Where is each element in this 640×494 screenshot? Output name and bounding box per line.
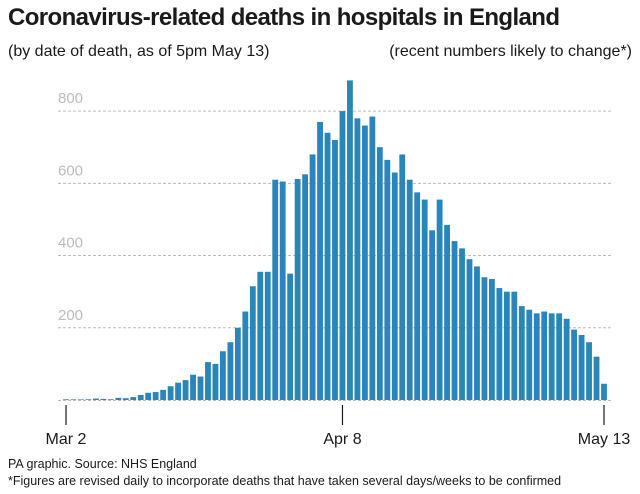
bar [399,154,406,400]
x-tick-label: Mar 2 [46,431,87,448]
y-tick-label: 800 [58,90,83,107]
bar [294,179,301,400]
bar [167,386,174,400]
bar [287,273,294,400]
source-text: PA graphic. Source: NHS England [8,457,197,471]
bar [429,230,436,400]
bar [175,382,181,400]
y-tick-label: 200 [58,307,83,324]
bar [511,291,518,400]
bar [264,271,271,400]
y-tick-label: 400 [58,235,83,252]
bar [391,172,398,400]
bar [347,80,353,401]
bar [556,313,563,400]
bar [63,399,69,400]
bar [115,397,122,400]
bar [376,147,383,400]
bar [548,313,555,400]
bar [130,397,137,400]
bar [85,399,92,400]
bar [160,389,167,400]
bar [563,318,570,400]
gridlines: 200 400 600 800 [58,90,612,329]
y-tick-label: 600 [58,162,83,179]
bar [593,356,600,400]
bar [406,179,413,400]
bar [205,362,211,400]
bar [369,116,376,401]
bar [384,159,391,400]
bar [444,224,450,400]
footnote: *Figures are revised daily to incorporat… [8,474,562,488]
bar [496,288,503,400]
bar [137,394,144,400]
bar [317,121,323,400]
bar [459,248,465,400]
bar [451,241,458,400]
bar [107,399,114,400]
bar [145,392,152,400]
bar [309,154,316,400]
bar [279,181,286,400]
bar [578,335,585,400]
bar [526,309,533,400]
bar [354,118,361,400]
x-axis: Mar 2 Apr 8 May 13 [46,400,631,448]
bar [100,398,107,400]
bar [152,392,159,400]
bar [197,376,204,400]
bar [421,199,428,400]
chart-note: (recent numbers likely to change*) [389,43,632,60]
bar [489,279,495,400]
bars [63,80,607,401]
bar [190,374,196,400]
bar [474,266,480,400]
bar [122,398,129,400]
x-tick-label: May 13 [578,431,631,448]
bar [272,179,279,400]
bar [361,125,368,401]
bar [571,329,578,400]
bar [436,199,443,400]
chart-title: Coronavirus-related deaths in hospitals … [8,4,560,31]
bar [227,342,234,400]
bar [257,271,264,400]
bar [302,174,309,400]
bar [242,311,249,400]
bar [481,277,488,400]
bar [541,311,548,400]
bar [466,259,473,400]
bar [182,380,189,400]
x-tick-label: Apr 8 [323,431,361,448]
bar [332,140,338,400]
bar [324,132,331,400]
bar [533,313,540,400]
bar [601,383,607,400]
bar [70,399,77,400]
bar [234,327,241,400]
bar [414,192,421,400]
bar [78,399,84,400]
chart-subtitle: (by date of death, as of 5pm May 13) [8,43,270,60]
bar [212,363,219,400]
bar [518,306,525,400]
bar [92,398,99,400]
bar [586,342,592,400]
bar [249,286,256,400]
bar [220,351,226,400]
bar [339,111,346,400]
bar [503,291,510,400]
